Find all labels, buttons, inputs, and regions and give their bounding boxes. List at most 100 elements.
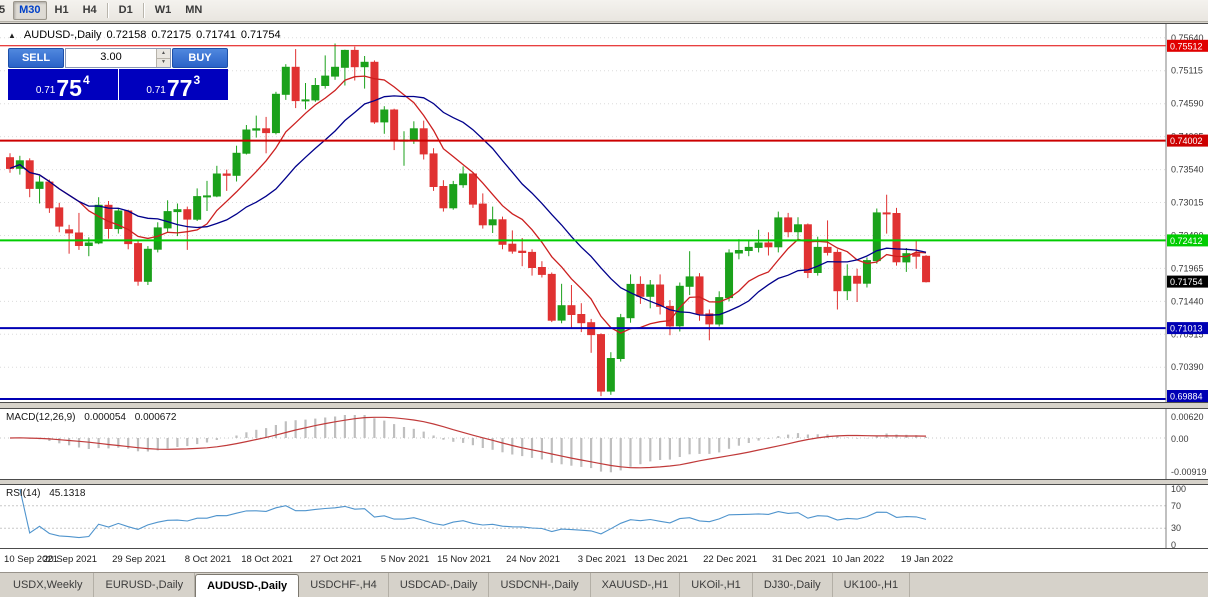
svg-text:100: 100 <box>1171 485 1186 494</box>
svg-text:0.74002: 0.74002 <box>1170 136 1203 146</box>
ohlc-close: 0.71754 <box>240 29 281 41</box>
macd-chart-canvas[interactable]: 0.00620 0.00 -0.00919 <box>0 409 1208 479</box>
buy-price-prefix: 0.71 <box>146 85 166 96</box>
chart-tab-eurusd-daily[interactable]: EURUSD-,Daily <box>94 573 196 597</box>
sell-price-pipette: 4 <box>82 73 90 87</box>
rsi-value: 45.1318 <box>49 488 86 499</box>
svg-text:0.71754: 0.71754 <box>1170 277 1203 287</box>
chart-tab-usdchf-h4[interactable]: USDCHF-,H4 <box>299 573 389 597</box>
date-label: 31 Dec 2021 <box>772 554 826 565</box>
date-label: 22 Dec 2021 <box>703 554 757 565</box>
date-label: 5 Nov 2021 <box>380 554 430 565</box>
ohlc-low: 0.71741 <box>196 29 236 41</box>
sell-button[interactable]: SELL <box>8 48 64 68</box>
buy-price-pipette: 3 <box>193 73 201 87</box>
rsi-indicator-panel: 100 70 30 0 RSI(14) 45.1318 <box>0 484 1208 549</box>
macd-signal-line <box>9 416 927 469</box>
chart-tab-xauusd-h1[interactable]: XAUUSD-,H1 <box>591 573 681 597</box>
date-label: 10 Sep 2021 <box>4 554 58 565</box>
macd-label: MACD(12,26,9) 0.000054 0.000672 <box>6 412 176 423</box>
svg-text:0.74590: 0.74590 <box>1171 99 1204 109</box>
candles-layer <box>6 43 931 397</box>
price-chart-canvas[interactable]: 0.756400.751150.745900.740650.735400.730… <box>0 24 1208 402</box>
svg-text:30: 30 <box>1171 523 1181 533</box>
macd-indicator-panel: 0.00620 0.00 -0.00919 MACD(12,26,9) 0.0000… <box>0 408 1208 480</box>
rsi-chart-canvas[interactable]: 100 70 30 0 <box>0 485 1208 548</box>
chart-tab-audusd-daily[interactable]: AUDUSD-,Daily <box>195 574 300 597</box>
date-label: 27 Oct 2021 <box>310 554 362 565</box>
volume-down-icon[interactable]: ▼ <box>157 58 170 67</box>
time-axis[interactable]: 10 Sep 2021 20 Sep 2021 29 Sep 2021 8 Oct 2… <box>0 549 1208 572</box>
svg-text:0.71965: 0.71965 <box>1171 263 1204 273</box>
chart-tab-dj30-daily[interactable]: DJ30-,Daily <box>753 573 833 597</box>
svg-text:0.75512: 0.75512 <box>1170 41 1203 51</box>
svg-text:0.00620: 0.00620 <box>1171 412 1204 422</box>
ohlc-open: 0.72158 <box>106 29 147 41</box>
buy-button[interactable]: BUY <box>172 48 228 68</box>
toolbar-separator <box>106 3 109 18</box>
sell-price-display[interactable]: 0.71 75 4 <box>8 69 118 100</box>
sell-price-prefix: 0.71 <box>35 85 56 96</box>
sell-price-big: 75 <box>56 75 82 101</box>
price-chart-panel: 0.756400.751150.745900.740650.735400.730… <box>0 23 1208 403</box>
date-label: 3 Dec 2021 <box>577 554 627 565</box>
svg-text:0.73540: 0.73540 <box>1171 165 1204 175</box>
timeframe-button-5[interactable]: 5 <box>0 1 11 20</box>
chart-tab-usdx-weekly[interactable]: USDX,Weekly <box>2 573 95 597</box>
rsi-label: RSI(14) 45.1318 <box>6 488 85 499</box>
svg-text:0.00: 0.00 <box>1171 434 1189 444</box>
volume-spinner: ▲ ▼ <box>156 49 170 67</box>
toolbar-separator <box>142 3 145 18</box>
svg-text:0.71440: 0.71440 <box>1171 296 1204 306</box>
timeframe-button-MN[interactable]: MN <box>185 4 203 16</box>
date-label: 8 Oct 2021 <box>184 554 232 565</box>
chart-ohlc-line: ▲ AUDUSD-,Daily 0.72158 0.72175 0.71741 … <box>8 29 281 41</box>
chart-tab-usdcad-daily[interactable]: USDCAD-,Daily <box>389 573 490 597</box>
svg-text:0.75640: 0.75640 <box>1171 33 1204 43</box>
timeframe-button-M30[interactable]: M30 <box>13 1 47 20</box>
timeframe-button-H4[interactable]: H4 <box>82 4 97 16</box>
rsi-name: RSI(14) <box>6 488 41 499</box>
svg-text:0.70390: 0.70390 <box>1171 362 1204 372</box>
date-label: 10 Jan 2022 <box>831 554 885 565</box>
ohlc-high: 0.72175 <box>151 29 192 41</box>
svg-text:-0.00919: -0.00919 <box>1171 467 1207 477</box>
date-label: 29 Sep 2021 <box>112 554 166 565</box>
chart-tab-bar: USDX,Weekly EURUSD-,Daily AUDUSD-,Daily USD… <box>0 572 1208 597</box>
volume-up-icon[interactable]: ▲ <box>157 49 170 59</box>
timeframe-button-D1[interactable]: D1 <box>118 4 133 16</box>
volume-value[interactable]: 3.00 <box>100 51 122 63</box>
panel-splitter[interactable] <box>0 403 1208 408</box>
buy-price-big: 77 <box>166 75 193 101</box>
svg-text:0.71013: 0.71013 <box>1170 324 1203 334</box>
macd-main-value: 0.000054 <box>84 412 126 423</box>
macd-histogram <box>18 415 928 473</box>
date-label: 20 Sep 2021 <box>43 554 98 565</box>
one-click-trade-panel: SELL 3.00 ▲ ▼ BUY 0.71 75 4 0.71 <box>8 48 228 100</box>
chart-tab-ukoil-h1[interactable]: UKOil-,H1 <box>680 573 753 597</box>
macd-signal-value: 0.000672 <box>134 412 177 423</box>
svg-text:0.72412: 0.72412 <box>1170 236 1203 246</box>
buy-price-display[interactable]: 0.71 77 3 <box>118 69 228 101</box>
timeframe-button-H1[interactable]: H1 <box>54 4 69 16</box>
collapse-trade-panel-icon[interactable]: ▲ <box>8 30 16 40</box>
rsi-line <box>19 488 927 539</box>
date-label: 15 Nov 2021 <box>437 554 492 565</box>
svg-text:0.70915: 0.70915 <box>1171 329 1204 339</box>
svg-text:0.69884: 0.69884 <box>1170 392 1203 402</box>
date-label: 19 Jan 2022 <box>900 554 954 565</box>
chart-tab-usdcnh-daily[interactable]: USDCNH-,Daily <box>489 573 591 597</box>
panel-splitter[interactable] <box>0 480 1208 484</box>
date-label: 13 Dec 2021 <box>634 554 689 565</box>
volume-input[interactable]: 3.00 ▲ ▼ <box>65 48 171 68</box>
chart-tab-uk100-h1[interactable]: UK100-,H1 <box>833 573 911 597</box>
timeframe-button-W1[interactable]: W1 <box>154 4 172 16</box>
svg-text:70: 70 <box>1171 501 1181 511</box>
svg-text:0: 0 <box>1171 540 1176 548</box>
date-label: 18 Oct 2021 <box>241 554 293 565</box>
price-badges: 0.75512 0.74002 0.72412 0.71013 0.69884 0.717… <box>1167 39 1208 402</box>
ma-line-8 <box>9 75 927 334</box>
macd-name: MACD(12,26,9) <box>6 412 76 423</box>
date-label: 24 Nov 2021 <box>506 554 560 565</box>
